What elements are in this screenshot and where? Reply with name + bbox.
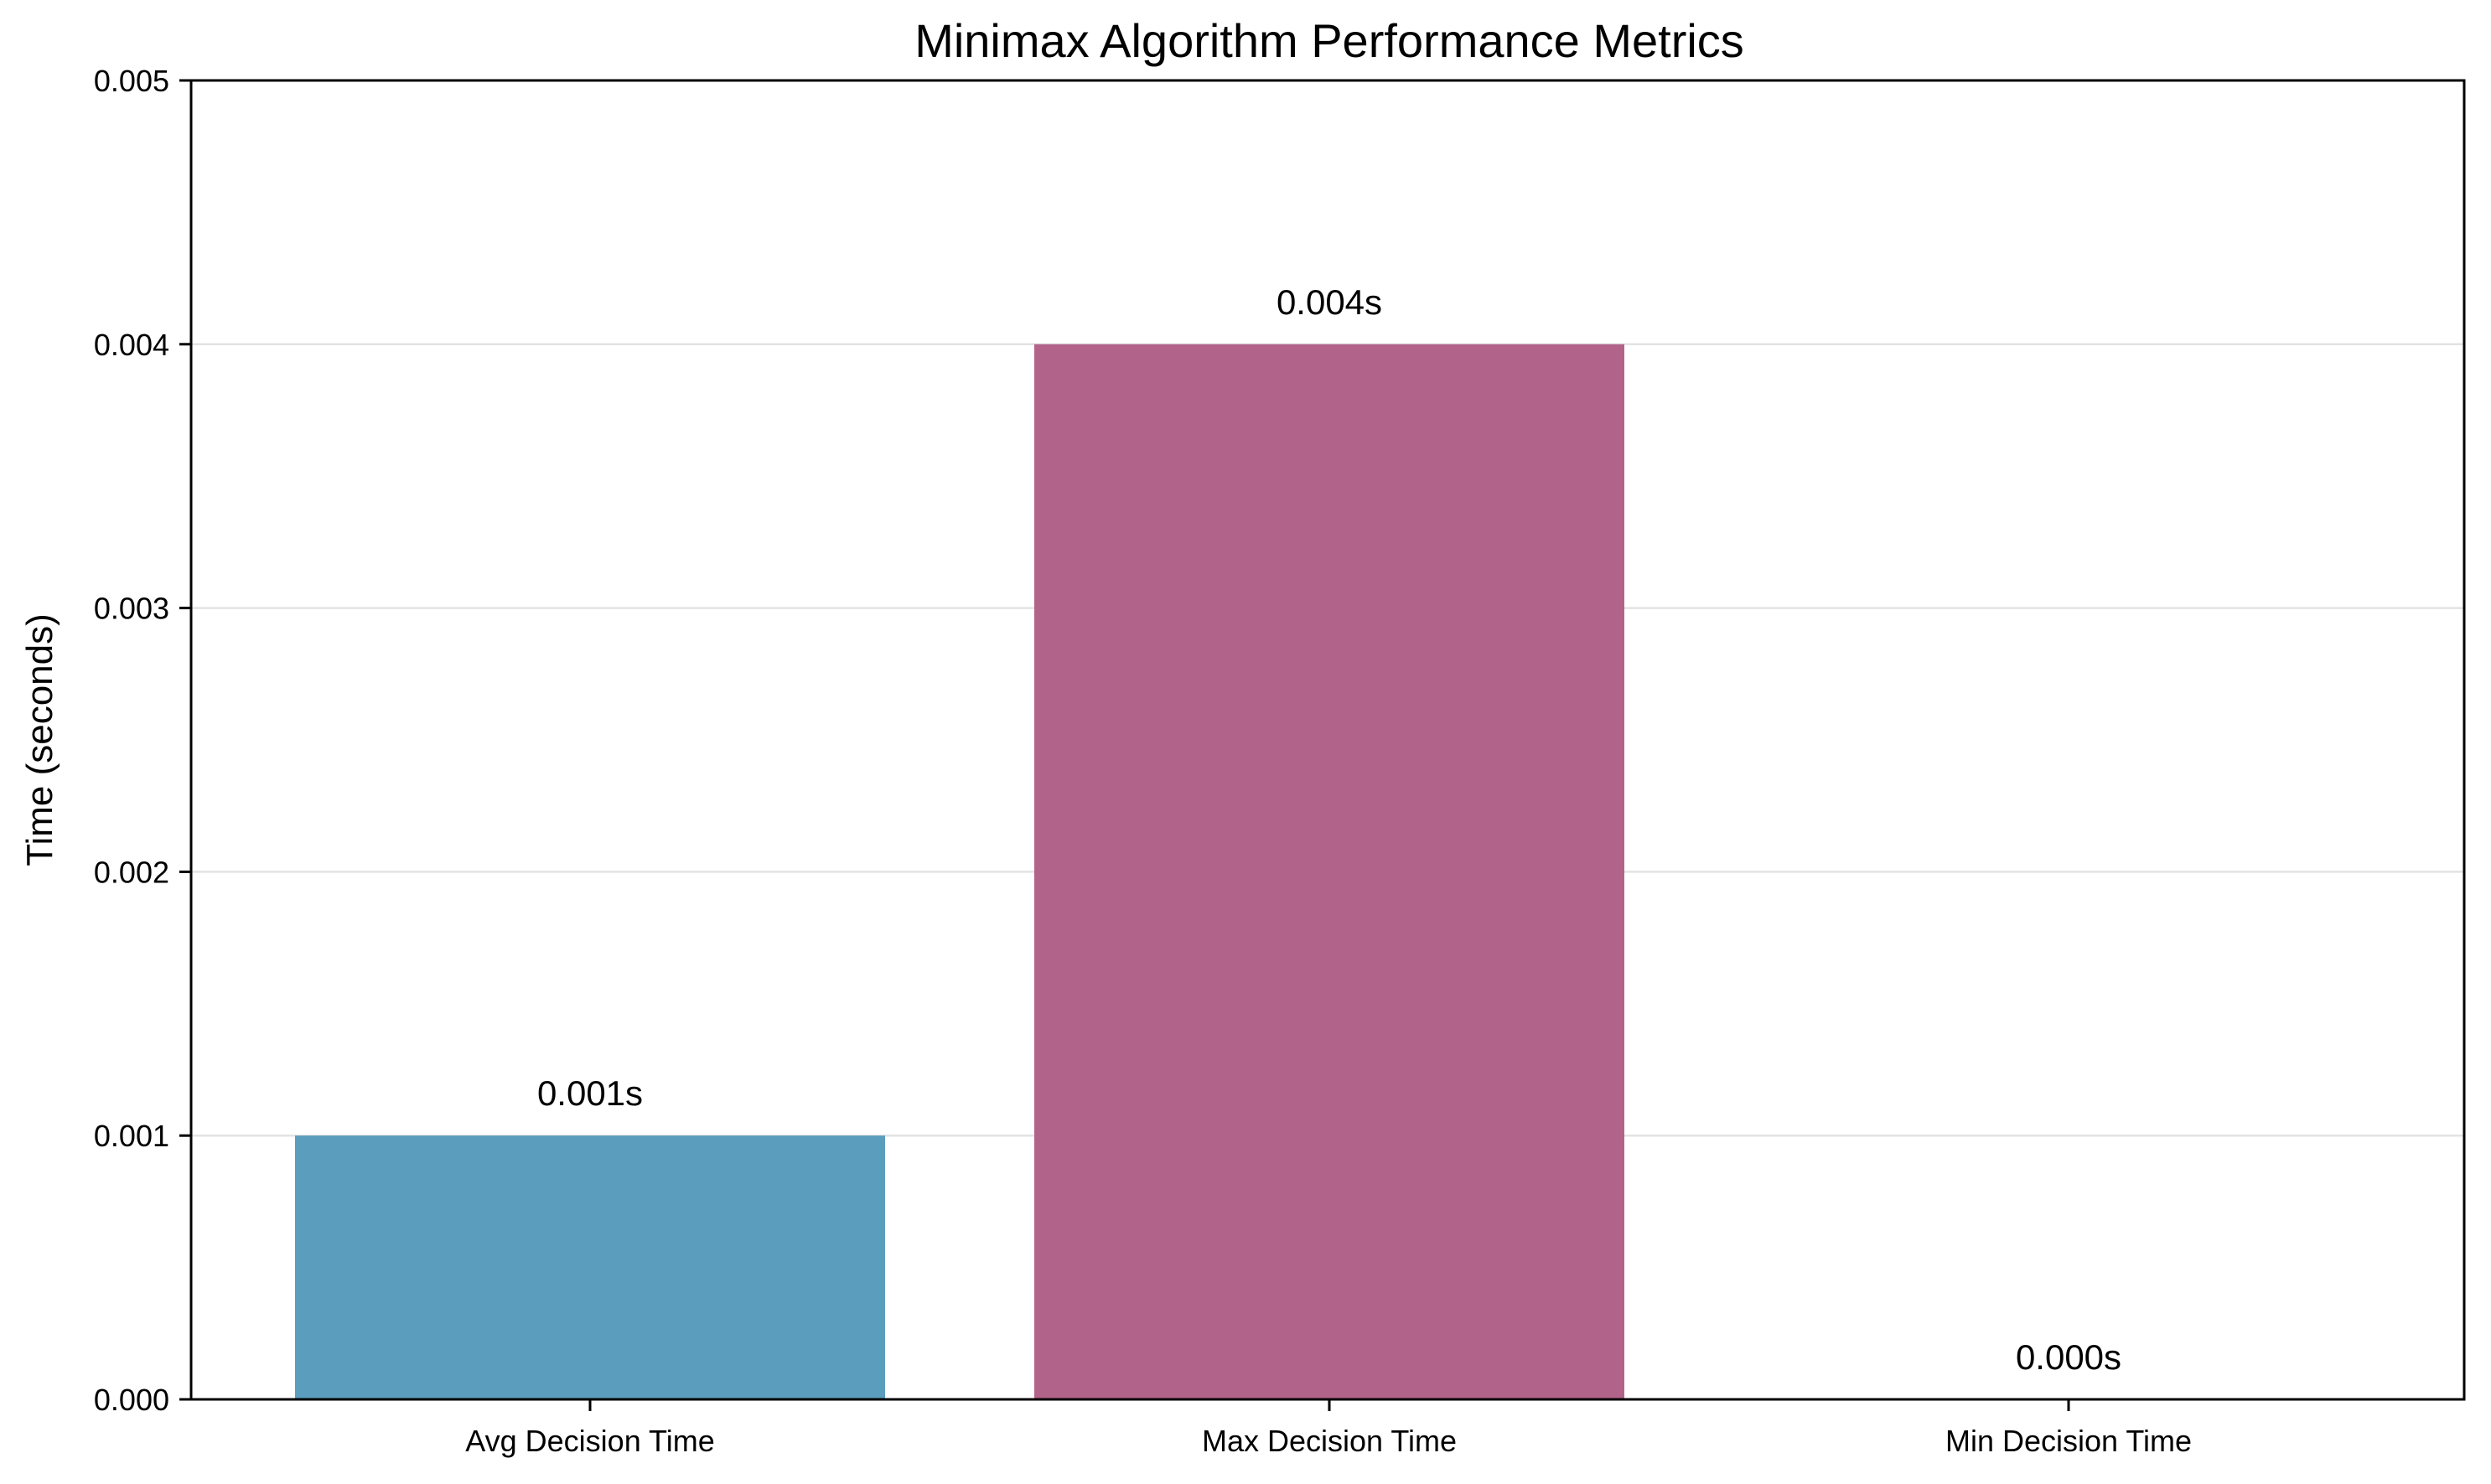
x-tick-label: Avg Decision Time bbox=[465, 1424, 714, 1458]
bar bbox=[295, 1135, 885, 1399]
bar bbox=[1034, 344, 1624, 1399]
y-tick-label: 0.000 bbox=[94, 1383, 169, 1417]
x-tick-label: Min Decision Time bbox=[1945, 1424, 2192, 1458]
y-axis-label: Time (seconds) bbox=[19, 613, 60, 866]
chart-title: Minimax Algorithm Performance Metrics bbox=[914, 14, 1744, 67]
y-tick-label: 0.002 bbox=[94, 855, 169, 889]
y-tick-label: 0.005 bbox=[94, 64, 169, 98]
y-tick-label: 0.001 bbox=[94, 1119, 169, 1153]
bar-value-label: 0.000s bbox=[2016, 1337, 2121, 1377]
x-axis-ticks: Avg Decision Time Max Decision Time Min De… bbox=[465, 1399, 2192, 1458]
bars bbox=[295, 344, 1624, 1399]
y-tick-label: 0.003 bbox=[94, 592, 169, 626]
y-axis-ticks: 0.000 0.001 0.002 0.003 0.004 0.005 bbox=[94, 64, 191, 1417]
y-tick-label: 0.004 bbox=[94, 328, 169, 362]
bar-value-labels: 0.001s 0.004s 0.000s bbox=[537, 282, 2121, 1377]
x-tick-label: Max Decision Time bbox=[1202, 1424, 1457, 1458]
bar-value-label: 0.001s bbox=[537, 1073, 643, 1113]
bar-value-label: 0.004s bbox=[1277, 282, 1382, 322]
plot-area-frame bbox=[189, 79, 2466, 1401]
